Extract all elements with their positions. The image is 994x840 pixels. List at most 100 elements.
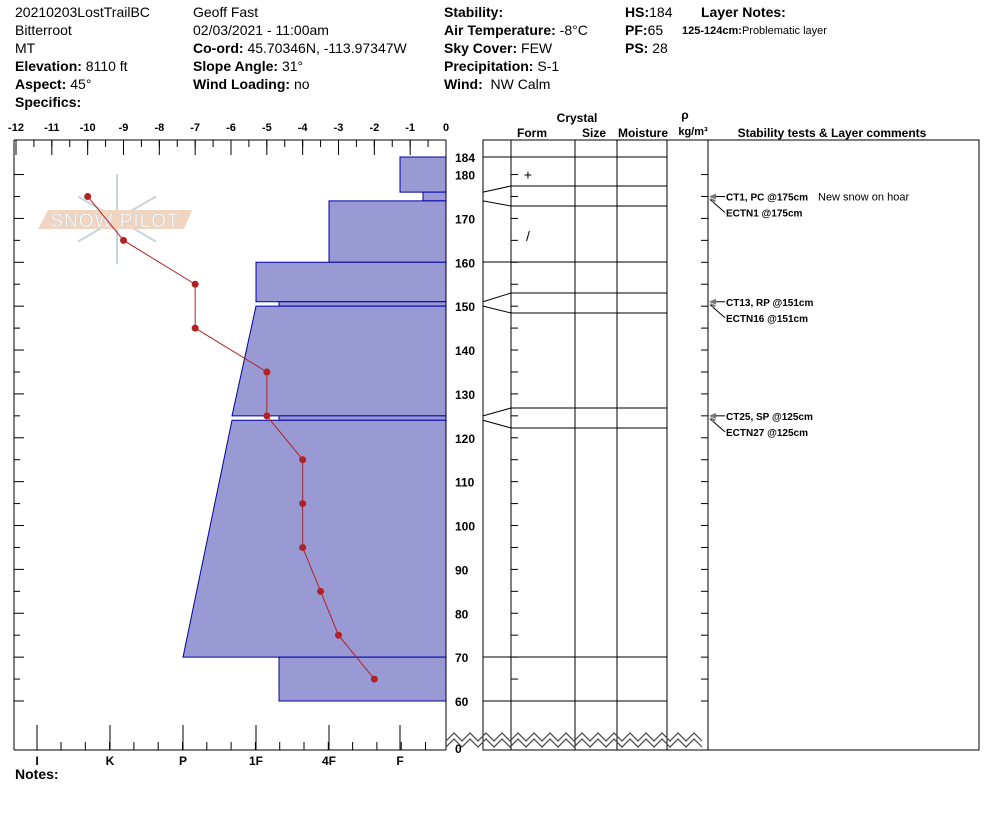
watermark-logo-text: SNOW PILOT xyxy=(50,211,179,232)
temperature-tick-label: -8 xyxy=(154,122,164,134)
temperature-tick-label: -1 xyxy=(405,122,415,134)
specifics-label: Specifics: xyxy=(15,94,82,110)
layer-notes-label: Layer Notes: xyxy=(701,4,786,20)
header-site-info: 20210203LostTrailBC Bitterroot MT Elevat… xyxy=(15,3,150,111)
layer-connector xyxy=(482,419,512,429)
hardness-layer xyxy=(278,415,447,421)
density-unit-header: kg/m³ xyxy=(678,126,708,138)
header-observer-info: Geoff Fast 02/03/2021 - 11:00am Co-ord: … xyxy=(193,3,407,93)
test-arrow-icon xyxy=(709,193,716,200)
aspect-value: 45° xyxy=(70,76,92,92)
depth-tick-label: 130 xyxy=(455,388,475,402)
temperature-line xyxy=(87,196,375,680)
ps-value: 28 xyxy=(652,40,668,56)
hs-value: 184 xyxy=(649,4,673,20)
sky-value: FEW xyxy=(521,40,553,56)
layer-connector xyxy=(482,185,512,193)
depth-tick-label: 150 xyxy=(455,300,475,314)
elevation-value: 8110 ft xyxy=(85,58,128,74)
elevation-label: Elevation: xyxy=(15,58,82,74)
hardness-tick-label: 4F xyxy=(322,754,336,768)
depth-tick-label: 90 xyxy=(455,563,469,577)
coord-label: Co-ord: xyxy=(193,40,244,56)
crystal-header: Crystal xyxy=(557,111,598,125)
test-arrow-icon xyxy=(709,412,716,419)
temperature-point xyxy=(263,412,271,420)
stability-test-label: CT13, RP @151cm xyxy=(726,298,813,309)
temperature-point xyxy=(317,587,325,595)
grain-form-symbol: / xyxy=(526,228,530,244)
hardness-tick-label: 1F xyxy=(249,754,263,768)
wind-loading-label: Wind Loading: xyxy=(193,76,291,92)
depth-tick-label: 180 xyxy=(455,169,475,183)
datetime: 02/03/2021 - 11:00am xyxy=(193,22,329,38)
grain-form-symbol: + xyxy=(524,167,532,183)
stability-test-label: CT25, SP @125cm xyxy=(726,412,813,423)
coord-value: 45.70346N, -113.97347W xyxy=(247,40,407,56)
hardness-tick-label: K xyxy=(106,754,115,768)
header-snow-depths: HS:184 PF:65 PS: 28 xyxy=(625,3,672,57)
depth-tick-label: 60 xyxy=(455,695,469,709)
depth-tick-label: 140 xyxy=(455,344,475,358)
temperature-point xyxy=(370,675,378,683)
hardness-tick-label: I xyxy=(35,754,38,768)
temperature-tick-label: -2 xyxy=(369,122,379,134)
air-temp-value: -8°C xyxy=(559,22,588,38)
layer-note-range: 125-124cm: xyxy=(682,25,742,37)
layer-note-text: Problematic layer xyxy=(741,25,827,37)
depth-tick-label: 110 xyxy=(455,476,475,490)
profile-name: 20210203LostTrailBC xyxy=(15,4,150,20)
watermark-banner xyxy=(38,210,192,229)
wind-label: Wind: xyxy=(444,76,483,92)
stability-label: Stability: xyxy=(444,4,504,20)
sky-label: Sky Cover: xyxy=(444,40,518,56)
temperature-tick-label: -11 xyxy=(44,122,59,134)
layer-connector xyxy=(482,305,512,314)
temperature-point xyxy=(191,324,199,332)
depth-tick-label: 100 xyxy=(455,520,475,534)
temperature-point xyxy=(299,500,307,508)
temperature-point xyxy=(299,456,307,464)
temperature-point xyxy=(191,280,199,288)
moisture-header: Moisture xyxy=(618,126,668,140)
notes-label: Notes: xyxy=(15,766,59,782)
mountain-range: Bitterroot xyxy=(15,22,72,38)
hs-label: HS: xyxy=(625,4,650,20)
precip-value: S-1 xyxy=(537,58,560,74)
hardness-layer xyxy=(278,656,447,702)
hardness-layer xyxy=(399,156,447,193)
depth-tick-label: 160 xyxy=(455,256,475,270)
temperature-tick-label: -9 xyxy=(119,122,129,134)
wind-value: NW Calm xyxy=(490,76,551,92)
stability-test-label: ECTN1 @175cm xyxy=(726,208,803,219)
temperature-point xyxy=(120,236,127,244)
temperature-tick-label: -4 xyxy=(298,122,309,134)
pf-value: 65 xyxy=(647,22,664,38)
depth-break-zigzag xyxy=(445,732,703,742)
hardness-tick-label: P xyxy=(179,754,187,768)
depth-tick-label: 120 xyxy=(455,432,475,446)
temperature-tick-label: -6 xyxy=(226,122,236,134)
temperature-point xyxy=(335,631,342,639)
temperature-tick-label: -12 xyxy=(8,122,24,134)
hardness-layer xyxy=(422,191,447,202)
size-header: Size xyxy=(582,126,606,140)
depth-tick-label: 170 xyxy=(455,212,475,226)
layer-connector xyxy=(482,200,512,207)
hardness-layer xyxy=(328,200,447,263)
depth-tick-label: 184 xyxy=(455,151,475,165)
hardness-layer xyxy=(231,305,447,417)
stability-test-label: ECTN16 @151cm xyxy=(726,314,808,325)
stability-test-label: CT1, PC @175cm xyxy=(726,192,808,203)
temperature-tick-label: 0 xyxy=(443,122,449,134)
temperature-tick-label: -3 xyxy=(334,122,344,134)
air-temp-label: Air Temperature: xyxy=(444,22,556,38)
test-arrow-icon xyxy=(709,298,716,305)
comments-header: Stability tests & Layer comments xyxy=(738,126,927,140)
temperature-point xyxy=(263,368,271,376)
hardness-layer xyxy=(255,261,447,303)
elevation: Elevation: 8110 ft xyxy=(15,57,150,75)
test-arrow-icon xyxy=(710,416,716,423)
slope-label: Slope Angle: xyxy=(193,58,279,74)
form-header: Form xyxy=(517,126,547,140)
